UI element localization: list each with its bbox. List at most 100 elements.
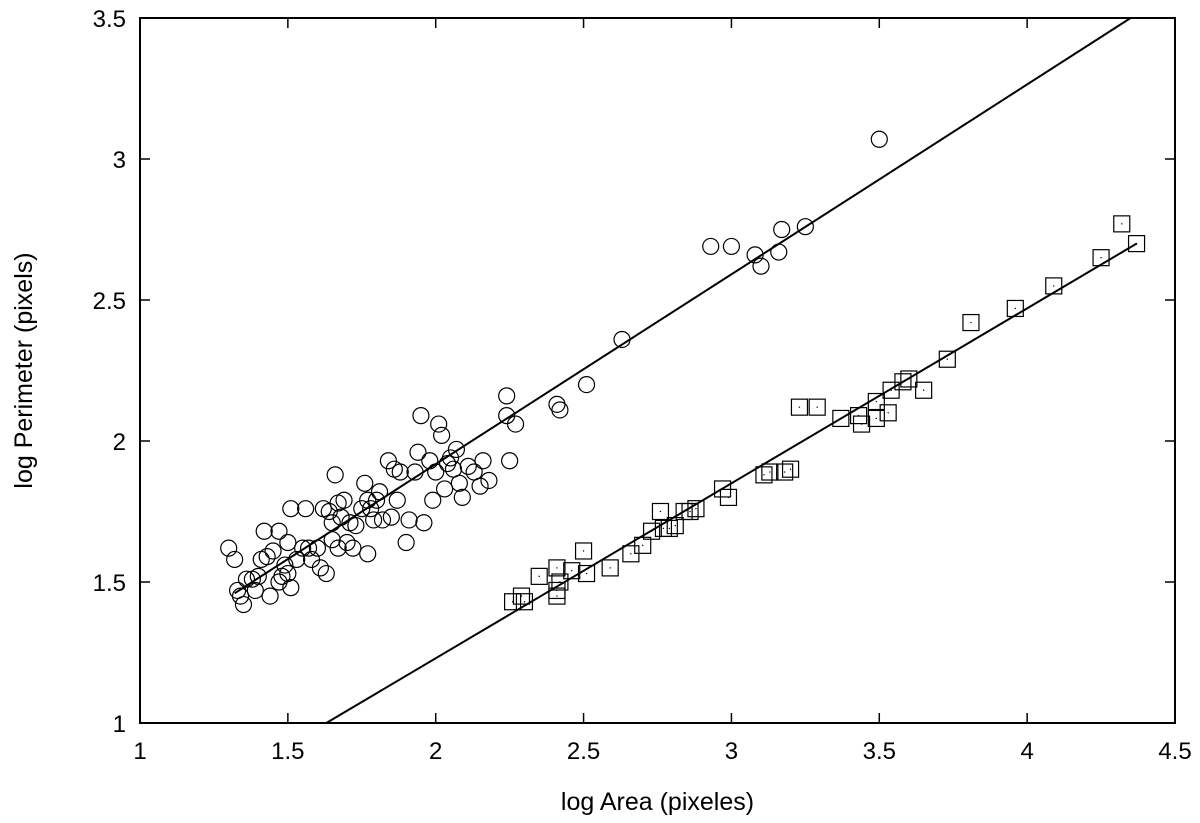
data-point-center-dot [571, 570, 573, 572]
data-point-square [832, 409, 850, 428]
data-point-square [755, 466, 773, 484]
data-point-center-dot [946, 358, 948, 360]
data-point-center-dot [860, 423, 863, 425]
data-point-center-dot [674, 524, 676, 527]
data-point-circle [752, 257, 770, 275]
data-point-circle [279, 533, 297, 552]
data-point-circle [249, 567, 267, 585]
data-point-square [879, 404, 897, 422]
series-0-points [220, 130, 888, 614]
data-point-circle [796, 218, 814, 236]
data-point-circle [246, 581, 264, 600]
data-point-circle [237, 570, 256, 588]
data-point-square [634, 536, 652, 554]
data-point-center-dot [816, 406, 818, 408]
data-point-circle [459, 457, 477, 475]
x-axis-title: log Area (pixeles) [561, 788, 754, 816]
data-point-square [719, 488, 738, 506]
data-point-center-dot [520, 595, 523, 597]
data-point-circle [471, 477, 489, 495]
ticks-layer: 1 1.5 2 2.5 3 3.5 4 4.5 1 1.5 2 2.5 3 3.5 [93, 6, 1192, 765]
y-tick-label: 1 [113, 711, 126, 738]
data-point-circle [373, 511, 392, 529]
data-point-square [551, 573, 569, 591]
data-point-center-dot [1053, 285, 1055, 287]
data-point-circle [498, 387, 516, 405]
plot-frame [139, 17, 1176, 724]
data-point-circle [294, 539, 312, 557]
data-point-square [574, 542, 593, 560]
data-point-circle [258, 548, 276, 566]
data-point-circle [255, 522, 273, 540]
data-point-square [962, 313, 980, 332]
data-point-circle [220, 539, 238, 557]
x-tick-label: 1 [133, 738, 146, 765]
data-point-square [915, 381, 933, 399]
data-point-circle [362, 500, 380, 518]
data-point-center-dot [630, 553, 632, 555]
data-point-circle [415, 514, 433, 532]
x-tick-label: 4.5 [1158, 738, 1191, 765]
data-point-circle [453, 488, 471, 506]
x-tick-label: 2 [429, 738, 442, 765]
data-point-square [781, 460, 800, 478]
data-point-circle [501, 452, 519, 470]
data-point-circle [329, 539, 347, 557]
data-point-center-dot [523, 601, 526, 603]
data-point-circle [412, 407, 430, 425]
data-point-circle [400, 511, 418, 529]
data-point-circle [270, 522, 288, 540]
data-point-circle [297, 500, 315, 518]
y-tick-label: 3.5 [93, 6, 126, 33]
y-axis-title: log Perimeter (pixels) [10, 252, 38, 488]
data-point-center-dot [922, 389, 925, 391]
data-point-square [894, 373, 912, 391]
data-point-circle [870, 130, 888, 148]
data-point-center-dot [689, 510, 691, 513]
data-point-circle [506, 415, 525, 433]
data-point-circle [382, 508, 400, 526]
x-tick-label: 1.5 [271, 738, 304, 765]
data-point-circle [311, 559, 329, 577]
data-point-circle [474, 452, 492, 470]
data-point-circle [344, 539, 362, 557]
data-point-circle [722, 237, 741, 256]
data-point-center-dot [887, 412, 889, 414]
data-point-center-dot [875, 417, 878, 420]
data-point-center-dot [668, 527, 671, 530]
data-point-circle [356, 474, 374, 492]
data-point-circle [353, 500, 371, 518]
y-tick-label: 1.5 [93, 570, 126, 597]
data-point-circle [326, 466, 344, 484]
data-point-circle [424, 491, 442, 509]
data-point-center-dot [1014, 307, 1017, 310]
data-point-square [867, 409, 885, 428]
data-point-circle [279, 564, 297, 583]
data-point-square [790, 398, 809, 416]
data-point-circle [365, 511, 383, 529]
data-point-circle [335, 491, 353, 509]
data-point-square [651, 502, 670, 521]
data-point-circle [299, 539, 318, 557]
data-point-circle [433, 426, 451, 444]
marks-layer [220, 130, 1146, 614]
data-point-center-dot [582, 550, 585, 552]
data-point-center-dot [585, 572, 588, 575]
data-point-center-dot [556, 595, 558, 597]
data-point-square [548, 559, 566, 577]
data-point-circle [379, 452, 397, 470]
data-point-center-dot [789, 468, 792, 470]
series-1-points [504, 215, 1146, 611]
data-point-square [1127, 235, 1146, 253]
fit-lines-layer [234, 17, 1138, 724]
data-point-center-dot [556, 567, 558, 569]
data-point-center-dot [538, 575, 540, 578]
x-tick-label: 3 [725, 738, 738, 765]
data-point-circle [367, 491, 386, 509]
data-point-circle [359, 545, 377, 563]
data-point-center-dot [1100, 257, 1102, 259]
data-point-square [601, 559, 619, 577]
data-point-circle [226, 550, 244, 569]
series-0-fit-line [234, 17, 1132, 595]
data-point-square [504, 593, 522, 611]
